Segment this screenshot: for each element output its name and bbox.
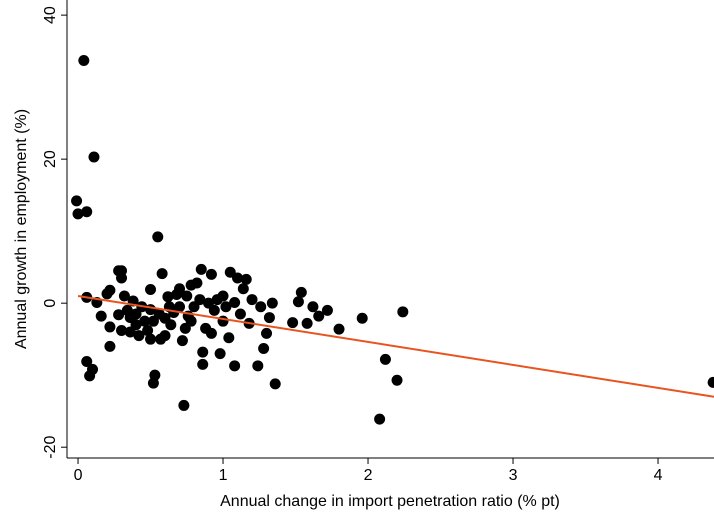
point [234,308,246,320]
point [165,319,177,331]
point [194,294,206,306]
y-tick-label: 40 [42,6,59,24]
point [374,413,386,425]
point [208,304,220,316]
fit-line [77,294,714,398]
point [246,294,258,306]
point [145,333,157,345]
point [252,360,264,372]
point [78,54,90,66]
point [229,360,241,372]
point [258,343,270,355]
y-axis-label: Annual growth in employment (%) [13,109,30,349]
point [333,323,345,335]
point [116,272,128,284]
point [88,151,100,163]
point [113,309,125,321]
point [295,286,307,298]
point [118,290,130,302]
point [217,290,229,302]
x-tick-label: 2 [364,467,373,484]
point [81,206,93,218]
point [162,291,174,303]
point [217,315,229,327]
point [391,374,403,386]
y-tick-label: 0 [42,299,59,308]
point [214,348,226,360]
x-tick-label: 1 [219,467,228,484]
point [197,346,209,358]
point [232,272,244,284]
point [223,332,235,344]
point [159,330,171,342]
point [307,301,319,313]
point [72,208,84,220]
point [181,290,193,302]
x-axis-label: Annual change in import penetration rati… [220,493,560,510]
point [104,321,116,333]
point [266,297,278,309]
point [191,277,203,289]
point [156,268,168,280]
point [104,340,116,352]
point [176,335,188,347]
point [197,358,209,370]
point [116,325,128,337]
point [104,284,116,296]
point [185,315,197,327]
point [205,327,217,339]
point [379,353,391,365]
point [130,319,142,331]
y-tick-label: -20 [42,436,59,459]
point [84,370,96,382]
point [178,399,190,411]
point [321,304,333,316]
point [255,301,267,313]
point [174,301,186,313]
y-tick-label: 20 [42,150,59,168]
point [95,310,107,322]
point [707,376,714,388]
point [145,283,157,295]
point [261,327,273,339]
point [149,369,161,381]
point [220,301,232,313]
point [205,268,217,280]
x-tick-label: 3 [509,467,518,484]
point [313,310,325,322]
point [195,263,207,275]
point [397,306,409,318]
point [263,312,275,324]
point [133,330,145,342]
point [287,317,299,329]
point [142,325,154,337]
point [81,356,93,368]
point [240,273,252,285]
point [237,283,249,295]
point [71,195,83,207]
point [356,312,368,324]
x-tick-label: 4 [654,467,663,484]
point [269,378,281,390]
point [174,283,186,295]
point [152,231,164,243]
point [292,296,304,308]
point [301,317,313,329]
point [139,315,151,327]
x-tick-label: 0 [74,467,83,484]
point [229,296,241,308]
